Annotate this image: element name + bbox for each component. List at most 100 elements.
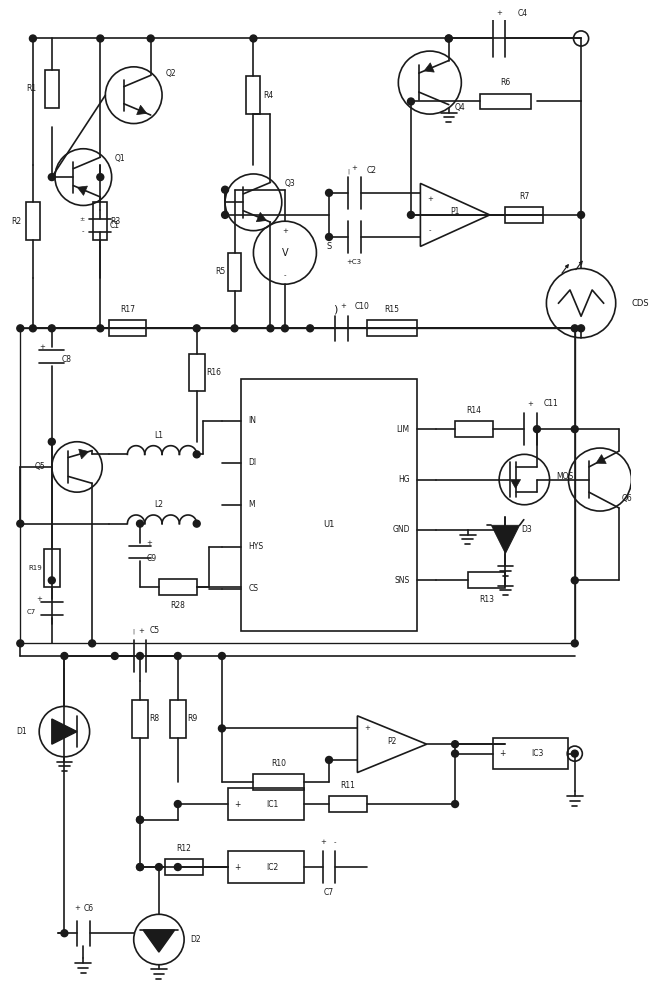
Bar xyxy=(132,700,148,738)
Circle shape xyxy=(219,725,225,732)
Polygon shape xyxy=(79,449,89,459)
Circle shape xyxy=(97,35,104,42)
Text: R16: R16 xyxy=(206,368,221,377)
Circle shape xyxy=(97,174,104,181)
Text: Q3: Q3 xyxy=(285,179,296,188)
Circle shape xyxy=(175,801,181,808)
Text: Q5: Q5 xyxy=(35,462,45,471)
Text: MOS: MOS xyxy=(556,472,573,481)
Text: R11: R11 xyxy=(341,781,356,790)
Text: IC3: IC3 xyxy=(531,749,543,758)
Text: IC2: IC2 xyxy=(266,863,278,872)
Text: C8: C8 xyxy=(61,355,71,364)
Text: +: + xyxy=(528,401,533,407)
Text: -: - xyxy=(284,272,286,278)
Text: C11: C11 xyxy=(543,399,558,408)
Circle shape xyxy=(571,750,578,757)
Text: C7: C7 xyxy=(324,888,334,897)
Text: R19: R19 xyxy=(29,565,42,571)
Circle shape xyxy=(136,864,143,871)
Text: IC1: IC1 xyxy=(266,800,278,809)
Text: GND: GND xyxy=(392,525,410,534)
Circle shape xyxy=(408,211,415,218)
Circle shape xyxy=(156,864,162,871)
Text: |: | xyxy=(132,628,135,634)
Text: D1: D1 xyxy=(16,727,27,736)
Circle shape xyxy=(147,35,154,42)
Text: R10: R10 xyxy=(271,759,286,768)
Text: +: + xyxy=(496,10,502,16)
Bar xyxy=(455,421,493,437)
Text: +: + xyxy=(74,905,80,911)
Text: +: + xyxy=(499,749,506,758)
Text: HYS: HYS xyxy=(249,542,263,551)
Circle shape xyxy=(326,233,332,240)
Text: C1: C1 xyxy=(110,221,120,230)
Text: V: V xyxy=(282,248,288,258)
Text: R15: R15 xyxy=(385,305,400,314)
Circle shape xyxy=(219,653,225,659)
Circle shape xyxy=(452,801,458,808)
Text: |: | xyxy=(347,168,349,174)
Circle shape xyxy=(48,577,55,584)
Circle shape xyxy=(571,577,578,584)
Bar xyxy=(247,76,260,114)
Bar xyxy=(93,202,107,240)
Text: Q6: Q6 xyxy=(622,494,633,503)
Bar xyxy=(45,70,58,108)
Circle shape xyxy=(61,930,68,937)
Circle shape xyxy=(231,325,238,332)
Text: LIM: LIM xyxy=(397,425,410,434)
Circle shape xyxy=(571,325,578,332)
Circle shape xyxy=(326,756,332,763)
Text: M: M xyxy=(249,500,255,509)
Circle shape xyxy=(48,174,55,181)
Text: C10: C10 xyxy=(354,302,369,311)
Text: ±: ± xyxy=(79,217,84,222)
Bar xyxy=(159,579,197,595)
Circle shape xyxy=(17,520,24,527)
Bar xyxy=(228,253,241,291)
Text: R14: R14 xyxy=(467,406,482,415)
Text: Q1: Q1 xyxy=(115,154,125,163)
Text: +: + xyxy=(146,540,152,546)
Text: -: - xyxy=(334,839,337,845)
Text: R12: R12 xyxy=(177,844,191,853)
Text: -: - xyxy=(82,229,84,235)
Text: HG: HG xyxy=(398,475,410,484)
Text: +: + xyxy=(340,303,346,309)
Text: C2: C2 xyxy=(367,166,377,175)
Circle shape xyxy=(250,35,257,42)
Polygon shape xyxy=(511,480,520,488)
Circle shape xyxy=(97,325,104,332)
Text: +: + xyxy=(282,228,288,234)
Text: R1: R1 xyxy=(26,84,36,93)
Text: CS: CS xyxy=(249,584,258,593)
Circle shape xyxy=(193,520,200,527)
Text: S: S xyxy=(326,242,332,251)
Circle shape xyxy=(29,35,36,42)
Text: P1: P1 xyxy=(450,207,459,216)
Bar xyxy=(170,700,186,738)
Circle shape xyxy=(452,741,458,748)
Circle shape xyxy=(17,325,24,332)
Text: +: + xyxy=(234,800,241,809)
Text: R8: R8 xyxy=(149,714,160,723)
Circle shape xyxy=(221,211,228,218)
Polygon shape xyxy=(491,525,520,554)
Circle shape xyxy=(48,325,55,332)
Bar xyxy=(189,354,204,391)
Text: +: + xyxy=(138,628,144,634)
Text: L2: L2 xyxy=(154,500,164,509)
Bar xyxy=(228,788,304,820)
Bar xyxy=(108,320,146,336)
Text: L1: L1 xyxy=(154,431,164,440)
Text: R9: R9 xyxy=(188,714,197,723)
Circle shape xyxy=(175,864,181,871)
Text: C9: C9 xyxy=(146,554,156,563)
Bar xyxy=(241,379,417,631)
Text: R4: R4 xyxy=(263,91,273,100)
Circle shape xyxy=(29,325,36,332)
Polygon shape xyxy=(52,719,77,744)
Circle shape xyxy=(445,35,452,42)
